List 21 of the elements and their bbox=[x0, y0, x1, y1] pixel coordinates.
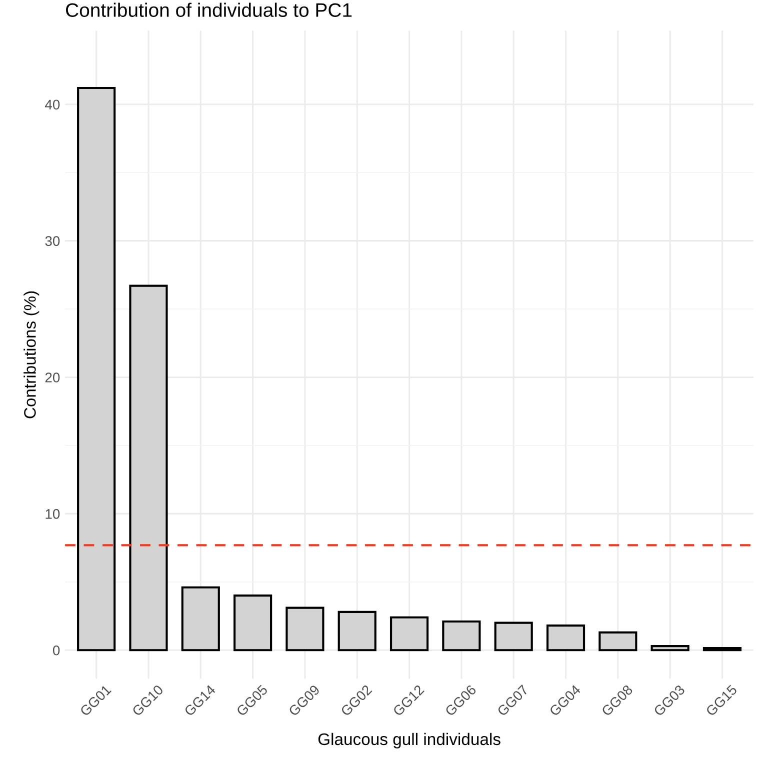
y-axis-title: Contributions (%) bbox=[24, 291, 40, 418]
bar bbox=[494, 622, 533, 652]
bar bbox=[286, 606, 324, 652]
bar bbox=[650, 645, 690, 652]
x-axis-title: Glaucous gull individuals bbox=[318, 732, 500, 748]
bar bbox=[442, 620, 481, 652]
y-tick-label: 30 bbox=[45, 236, 60, 246]
y-tick-label: 20 bbox=[45, 372, 60, 382]
bar bbox=[181, 586, 220, 652]
y-tick-label: 10 bbox=[46, 509, 60, 519]
chart-title: Contribution of individuals to PC1 bbox=[66, 2, 352, 17]
bar bbox=[546, 624, 586, 652]
bar bbox=[129, 284, 168, 652]
y-tick-label: 0 bbox=[52, 645, 60, 656]
bar bbox=[702, 647, 742, 652]
y-tick-label: 40 bbox=[45, 100, 60, 110]
bar bbox=[77, 86, 116, 652]
bar bbox=[390, 616, 429, 652]
bar bbox=[598, 631, 638, 652]
bar bbox=[233, 594, 272, 652]
bar bbox=[338, 610, 376, 652]
